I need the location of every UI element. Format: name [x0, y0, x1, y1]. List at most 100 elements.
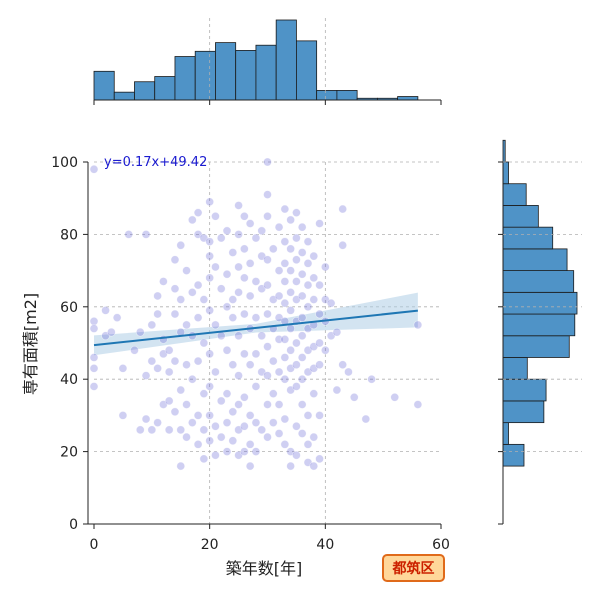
x-hist-bar: [134, 81, 156, 101]
scatter-point: [251, 447, 261, 456]
scatter-point: [292, 277, 301, 286]
scatter-point: [153, 418, 162, 427]
scatter-point: [268, 389, 278, 398]
scatter-point: [211, 262, 220, 272]
scatter-point: [182, 320, 191, 330]
scatter-point: [303, 280, 313, 290]
scatter-point: [89, 164, 99, 174]
scatter-point: [280, 204, 290, 214]
regression-line: [93, 309, 418, 347]
scatter-point: [286, 461, 295, 471]
scatter-point: [297, 313, 307, 322]
scatter-point: [164, 425, 174, 435]
y-hist-bar: [502, 422, 509, 445]
confidence-band: [94, 292, 418, 356]
scatter-point: [263, 400, 272, 409]
scatter-point: [268, 244, 278, 254]
scatter-point: [321, 262, 330, 272]
scatter-point: [216, 331, 226, 341]
scatter-point: [112, 313, 122, 322]
scatter-point: [309, 461, 319, 471]
scatter-point: [332, 327, 342, 337]
scatter-point: [286, 288, 295, 297]
scatter-point: [228, 436, 238, 446]
scatter-point: [216, 432, 226, 442]
scatter-point: [245, 461, 255, 471]
scatter-point: [321, 345, 330, 355]
scatter-point: [315, 219, 324, 228]
scatter-point: [147, 320, 157, 330]
x-hist-bar: [255, 44, 277, 101]
scatter-point: [274, 222, 284, 232]
y-hist-bar: [502, 357, 528, 380]
scatter-point: [240, 212, 249, 221]
scatter-point: [297, 222, 307, 232]
scatter-point: [89, 353, 99, 362]
scatter-point: [280, 374, 290, 384]
scatter-point: [205, 273, 214, 283]
scatter-point: [228, 407, 238, 417]
scatter-point: [274, 367, 284, 377]
scatter-point: [286, 244, 295, 254]
scatter-point: [245, 360, 255, 370]
scatter-point: [245, 219, 255, 228]
y-tick-label: 80: [60, 227, 78, 243]
scatter-point: [349, 392, 359, 402]
scatter-point: [147, 356, 157, 366]
scatter-point: [280, 353, 290, 362]
scatter-point: [193, 440, 203, 449]
scatter-point: [292, 255, 301, 265]
scatter-points: [89, 157, 423, 471]
scatter-point: [303, 259, 313, 268]
x-hist-bar: [215, 42, 237, 101]
scatter-point: [205, 197, 214, 207]
region-badge-label: 都筑区: [392, 560, 435, 577]
y-hist-bar: [502, 205, 539, 228]
scatter-point: [297, 248, 307, 257]
scatter-point: [240, 421, 249, 431]
scatter-point: [170, 255, 180, 265]
scatter-point: [245, 259, 255, 268]
scatter-point: [89, 316, 99, 326]
scatter-point: [413, 400, 423, 409]
scatter-point: [257, 425, 267, 435]
scatter-point: [292, 382, 301, 391]
y-tick-label: 100: [51, 155, 78, 171]
y-hist-bar: [502, 378, 547, 402]
scatter-point: [176, 461, 186, 471]
x-hist-bar: [235, 50, 257, 101]
scatter-point: [216, 396, 226, 406]
scatter-point: [245, 440, 255, 449]
scatter-point: [228, 248, 238, 257]
scatter-point: [297, 374, 307, 384]
scatter-point: [234, 201, 243, 210]
scatter-point: [164, 345, 174, 355]
scatter-point: [251, 349, 261, 359]
scatter-point: [274, 291, 284, 301]
y-hist-bar: [502, 183, 527, 206]
scatter-point: [240, 392, 249, 402]
scatter-point: [188, 374, 197, 384]
main-axes: 0 20 40 60 0 20 40 60 80 100: [51, 155, 450, 553]
scatter-point: [257, 226, 267, 236]
scatter-point: [280, 440, 290, 449]
scatter-point: [263, 255, 272, 265]
scatter-point: [280, 298, 290, 308]
scatter-point: [309, 432, 319, 442]
scatter-point: [182, 432, 191, 442]
scatter-point: [315, 309, 324, 319]
scatter-point: [292, 450, 301, 460]
scatter-point: [245, 291, 255, 301]
scatter-point: [176, 240, 186, 250]
scatter-point: [268, 418, 278, 427]
scatter-point: [274, 429, 284, 438]
scatter-point: [101, 306, 110, 315]
scatter-point: [216, 284, 226, 294]
scatter-point: [263, 280, 272, 290]
scatter-point: [286, 324, 295, 333]
scatter-point: [211, 212, 220, 221]
scatter-point: [280, 277, 290, 286]
scatter-point: [309, 295, 319, 304]
scatter-point: [263, 342, 272, 351]
regression-equation: y=0.17x+49.42: [104, 155, 207, 170]
